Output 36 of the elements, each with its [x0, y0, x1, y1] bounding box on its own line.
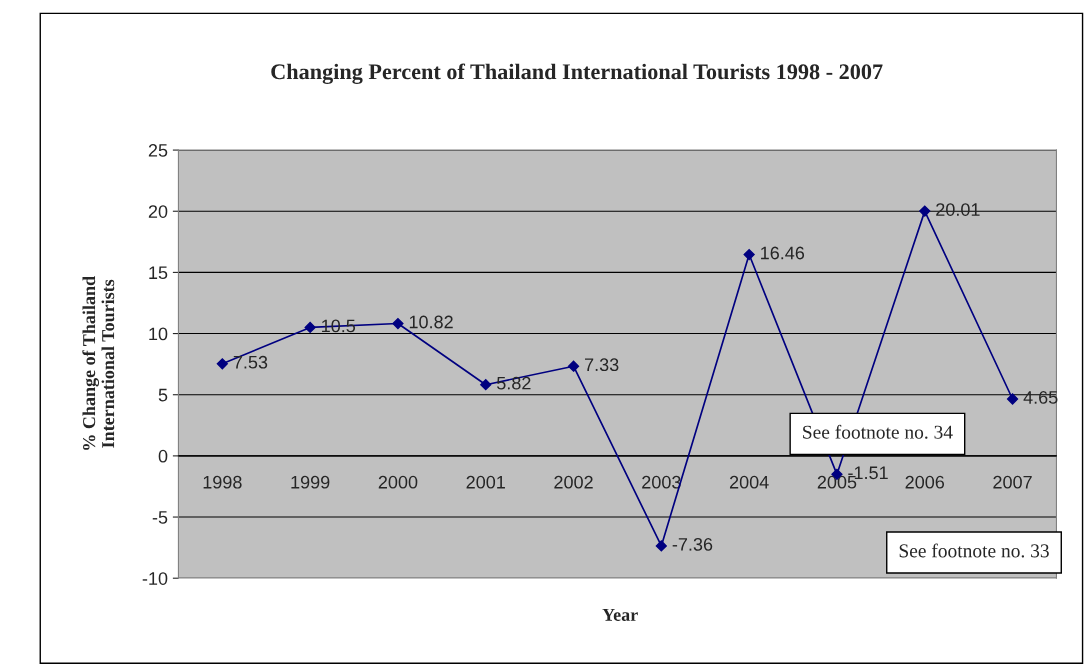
- annotation: See footnote no. 34: [803, 424, 953, 439]
- point: [392, 317, 404, 330]
- x-tick-label: 2006: [905, 475, 945, 489]
- data-label: 10.82: [409, 315, 453, 329]
- x-tick-label: 2000: [378, 475, 418, 489]
- y-axis-title: % Change of Thailand International Tourists: [82, 276, 115, 450]
- point: [655, 540, 667, 552]
- y-tick-label: 25: [148, 144, 168, 157]
- x-tick-label: 2002: [554, 475, 593, 489]
- y-tick-label: 0: [158, 449, 168, 463]
- y-tick-label: -10: [142, 572, 168, 585]
- y-tick-label: 20: [148, 205, 168, 218]
- data-label: 16.46: [761, 246, 805, 260]
- x-axis-title: Year: [602, 608, 638, 621]
- point: [1006, 393, 1019, 405]
- data-label: 7.53: [233, 355, 268, 369]
- data-label: 7.33: [585, 358, 619, 372]
- data-label: -7.36: [672, 537, 713, 551]
- point: [480, 379, 492, 391]
- chart-title: Changing Percent of Thailand International Tourists 1998 - 2007: [271, 63, 883, 84]
- y-tick-label: 15: [149, 266, 168, 280]
- point: [304, 321, 316, 334]
- x-tick-label: 2004: [729, 475, 769, 489]
- x-tick-label: 2001: [466, 475, 505, 489]
- point: [743, 248, 755, 261]
- y-tick-label: 10: [149, 327, 168, 341]
- y-tick-label: 5: [158, 388, 168, 402]
- x-tick-label: 2007: [993, 475, 1032, 489]
- point: [216, 358, 228, 370]
- point: [567, 360, 580, 372]
- y-tick-label: -5: [152, 511, 168, 524]
- point: [919, 205, 931, 217]
- x-tick-label: 1998: [203, 475, 242, 489]
- data-label: 5.82: [497, 376, 531, 390]
- annotation: See footnote no. 33: [899, 543, 1049, 558]
- x-tick-label: 1999: [291, 475, 330, 489]
